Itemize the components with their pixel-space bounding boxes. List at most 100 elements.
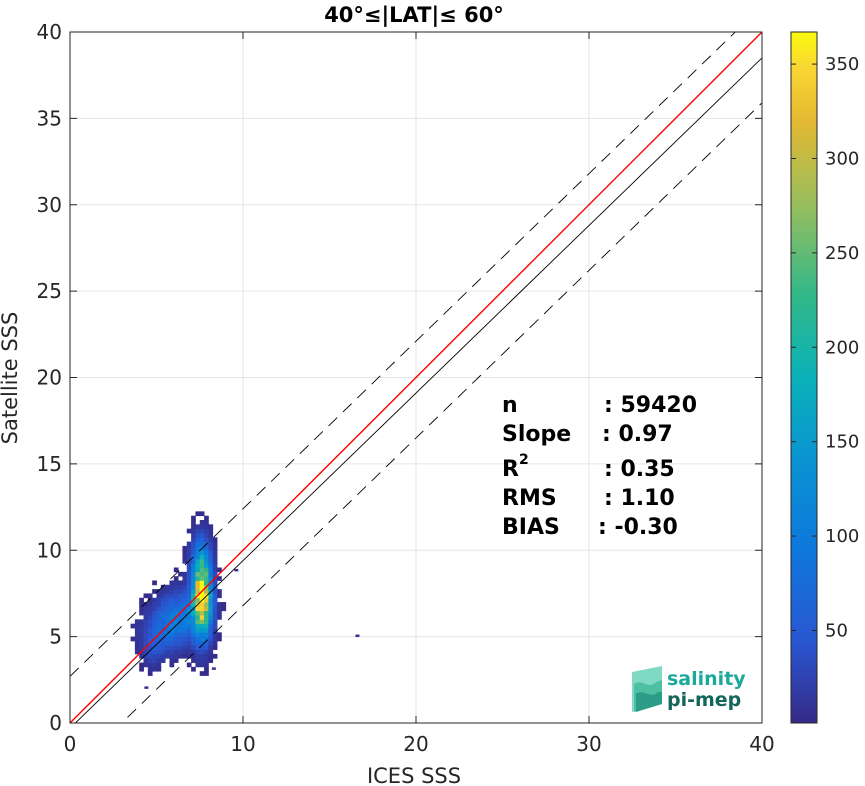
colorbar-tick-label: 100 [825,526,859,547]
density-cell [195,589,201,594]
density-cell [182,610,188,616]
density-cell [208,658,214,663]
density-cell [165,615,170,620]
density-cell [139,653,144,659]
density-cell [156,623,162,629]
density-cell [152,602,157,607]
density-cell [169,645,175,650]
density-cell [186,645,192,650]
stat-rms-value: : 1.10 [604,486,675,511]
density-cell [165,632,170,638]
density-cell [178,606,183,612]
density-cell [191,666,196,672]
density-cell [191,515,196,521]
density-cell [204,528,209,534]
density-cell [191,550,196,555]
density-cell [182,558,188,564]
density-cell [152,610,157,616]
density-cell [199,541,205,547]
density-cell [182,545,188,551]
density-cell [160,653,166,659]
density-cell [191,558,196,564]
density-cell [195,554,201,560]
density-cell [134,623,140,629]
density-cell [169,610,175,616]
density-cell [156,653,162,659]
density-cell [208,576,214,581]
density-cell [191,636,196,642]
density-cell [191,619,196,625]
density-cell [173,597,179,603]
density-cell [199,511,205,517]
density-cell [204,627,209,633]
stat-rms-label: RMS [502,486,557,511]
density-cell [160,632,166,638]
density-cell [143,640,149,646]
density-cell [173,593,179,599]
density-cell [134,649,140,655]
logo-waves-icon [632,666,662,712]
density-cell [173,632,179,638]
density-cell [178,645,183,650]
density-cell [212,615,218,620]
density-cell [199,623,205,629]
density-cell [152,645,157,650]
density-cell [212,571,218,577]
density-cell [186,619,192,625]
density-cell [178,593,183,599]
density-cell [182,597,188,603]
density-cell [160,610,166,616]
density-cell [191,589,196,594]
density-cell [191,567,196,573]
density-cell [204,619,209,625]
salinity-pi-mep-logo: salinity pi-mep [632,666,746,712]
density-cell [212,550,218,555]
density-cell [212,597,218,603]
density-cell [186,576,192,581]
density-cell [208,619,214,625]
density-cell [212,619,218,625]
y-tick-label: 25 [37,279,62,303]
stat-slope-label: Slope [502,422,571,447]
density-cell [186,580,192,586]
density-cell [212,602,218,607]
density-cell [165,597,170,603]
density-cell [195,627,201,633]
logo-line2: pi-mep [667,689,741,711]
density-cell [156,662,162,668]
density-cell [178,627,183,633]
colorbar-tick-label: 350 [825,54,859,75]
density-cell [178,602,183,607]
density-cell [208,550,214,555]
density-cell [204,563,209,568]
density-cell [204,576,209,581]
density-cell [173,653,179,659]
density-cell [204,558,209,564]
density-cell [139,666,144,672]
density-cell [204,653,209,659]
density-cell [165,610,170,616]
density-cell [173,606,179,612]
density-cell [173,610,179,616]
density-cell [208,602,214,607]
density-cell [160,636,166,642]
density-cell [139,627,144,633]
density-cell [195,528,201,534]
density-cell [191,640,196,646]
density-cell [204,571,209,577]
density-cell [160,623,166,629]
density-cell [208,554,214,560]
density-cell [143,636,149,642]
density-cell [182,649,188,655]
density-cell [165,584,170,590]
colorbar: 50 100 150 200 250 300 350 [790,31,859,724]
density-cell [152,580,157,586]
density-cell [191,653,196,659]
density-cell [165,653,170,659]
density-cell [212,558,218,564]
density-cell [195,580,201,586]
density-cell [152,619,157,625]
line-fit [74,57,762,723]
density-cell [156,640,162,646]
density-cell [217,606,222,612]
